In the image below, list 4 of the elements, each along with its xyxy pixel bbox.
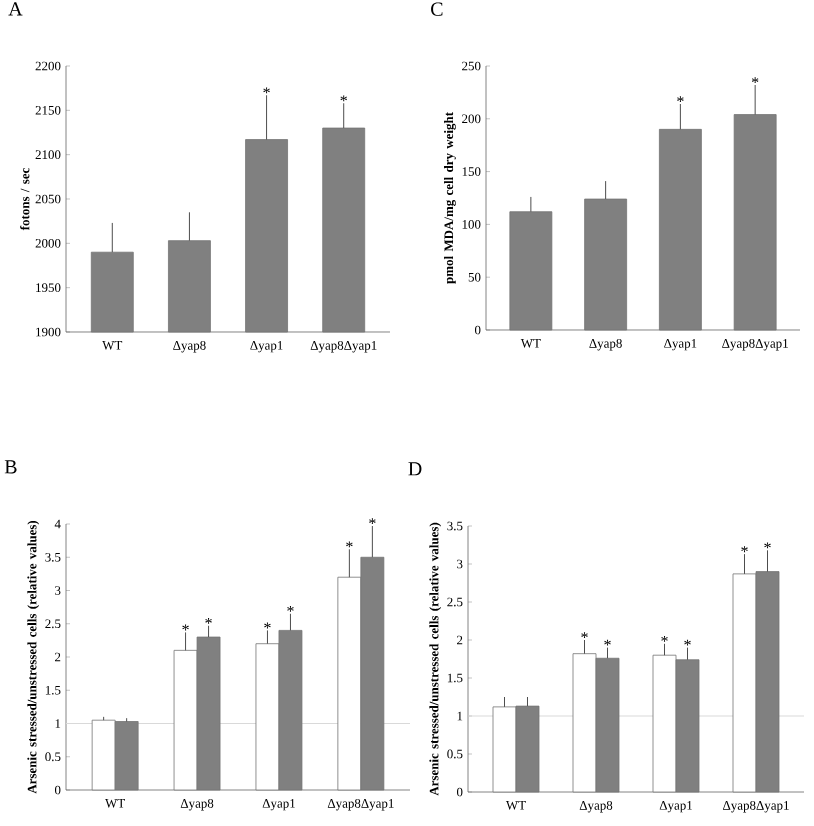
chart-title: B xyxy=(4,460,17,474)
chart-title: A xyxy=(8,2,23,16)
chart-title: D xyxy=(408,462,422,476)
chart-title: C xyxy=(431,2,443,16)
